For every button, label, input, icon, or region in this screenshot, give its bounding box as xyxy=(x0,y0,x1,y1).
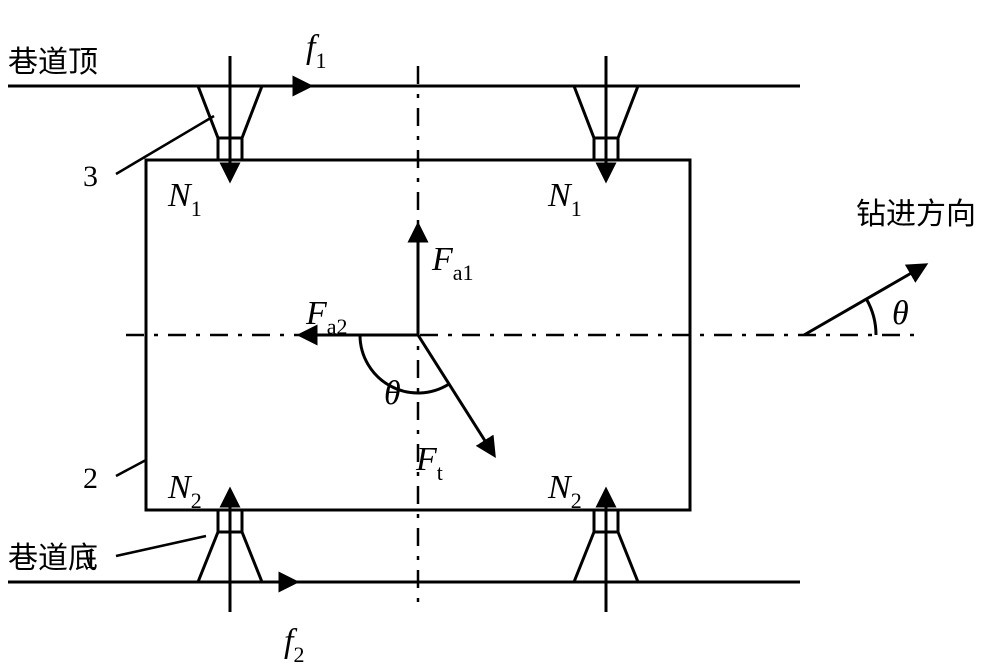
callout-1: 1 xyxy=(83,542,98,575)
label-f1: f1 xyxy=(306,29,326,73)
callout-2: 2 xyxy=(83,462,98,495)
label-N1-left: N1 xyxy=(167,177,202,221)
label-N2-left: N2 xyxy=(167,469,202,513)
label-drill-direction: 钻进方向 xyxy=(856,198,976,231)
label-roof: 巷道顶 xyxy=(8,46,98,79)
theta-center: θ xyxy=(384,375,401,412)
label-Fa1: Fa1 xyxy=(431,241,474,285)
callout-3: 3 xyxy=(83,160,98,193)
label-f2: f2 xyxy=(284,623,304,667)
label-Fa2: Fa2 xyxy=(305,295,348,339)
theta-right: θ xyxy=(892,295,909,332)
label-N2-right: N2 xyxy=(547,469,582,513)
label-Ft: Ft xyxy=(415,441,443,485)
label-N1-right: N1 xyxy=(547,177,582,221)
